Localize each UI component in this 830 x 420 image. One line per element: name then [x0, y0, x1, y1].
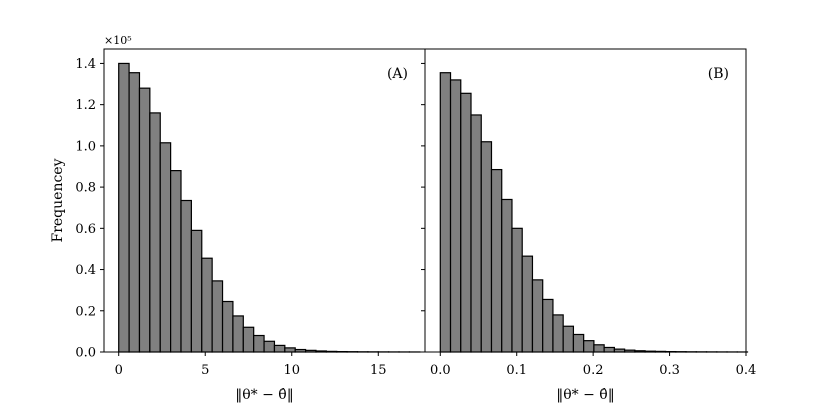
panel-b-x-tick-label: 0.2: [583, 363, 604, 378]
panel-a-bar: [243, 327, 253, 352]
y-tick-label: 1.2: [75, 98, 96, 113]
y-tick-label: 0.4: [75, 263, 96, 278]
panel-b-bar: [604, 347, 614, 352]
panel-b-bar: [481, 142, 491, 352]
panel-a-bar: [171, 171, 181, 352]
y-tick-label: 0.6: [75, 222, 96, 237]
panel-a-bar: [191, 230, 201, 352]
panel-b-x-tick-label: 0.0: [430, 363, 451, 378]
panel-b-bar: [451, 80, 461, 352]
y-tick-label: 1.4: [75, 57, 96, 72]
panel-b-label: (B): [708, 66, 729, 82]
panel-b-bar: [502, 199, 512, 352]
panel-b-bar: [594, 345, 604, 352]
panel-a-x-tick-label: 5: [201, 363, 209, 378]
panel-a-bar: [150, 113, 160, 352]
y-tick-label: 1.0: [75, 139, 96, 154]
panel-b-bar: [461, 93, 471, 352]
panel-b-bar: [543, 299, 553, 352]
panel-a-x-tick-label: 0: [115, 363, 123, 378]
panel-a-bar: [160, 143, 170, 352]
panel-a-x-tick-label: 10: [283, 363, 300, 378]
panel-b-bar: [471, 115, 481, 352]
panel-b-bar: [491, 170, 501, 352]
y-tick-label: 0.8: [75, 181, 96, 196]
panel-b-bar: [440, 73, 450, 352]
panel-b-bar: [512, 228, 522, 352]
y-tick-label: 0.2: [75, 304, 96, 319]
panel-a-bar: [223, 302, 233, 353]
y-axis-label: Frequencey: [50, 158, 66, 242]
panel-a-bar: [264, 341, 274, 352]
panel-a-bar: [285, 348, 295, 352]
panel-a-bar: [139, 88, 149, 352]
panel-a-bar: [254, 336, 264, 352]
panel-a-x-tick-label: 15: [370, 363, 387, 378]
panel-a-bar: [181, 201, 191, 353]
panel-a-bar: [212, 281, 222, 352]
panel-a-bar: [119, 63, 129, 352]
panel-b-bar: [584, 341, 594, 352]
y-scale-multiplier: ×10⁵: [104, 34, 132, 47]
panel-b-bar: [553, 315, 563, 352]
panel-b-x-axis-label: ‖θ* − θ̂‖: [556, 387, 615, 403]
panel-b-bar: [573, 334, 583, 352]
panel-a-bar: [274, 345, 284, 352]
panel-b-x-tick-label: 0.4: [736, 363, 757, 378]
panel-a-bar: [129, 73, 139, 352]
panel-a-bar: [233, 316, 243, 352]
panel-a-bar: [202, 258, 212, 352]
panel-b-x-tick-label: 0.3: [659, 363, 680, 378]
panel-b-x-tick-label: 0.1: [506, 363, 527, 378]
panel-b-bar: [532, 280, 542, 352]
y-tick-label: 0.0: [75, 346, 96, 361]
panel-a-x-axis-label: ‖θ* − θ̂‖: [235, 387, 294, 403]
panel-b-bar: [522, 256, 532, 352]
panel-b-bar: [563, 326, 573, 352]
panel-a-label: (A): [387, 66, 408, 82]
